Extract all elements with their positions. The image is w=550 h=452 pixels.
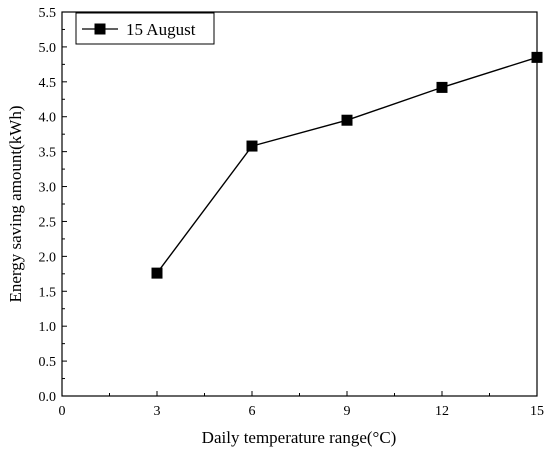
- data-point: [246, 140, 258, 152]
- y-tick-label: 2.5: [39, 215, 57, 230]
- x-tick-label: 15: [530, 404, 544, 419]
- legend: 15 August: [75, 12, 215, 45]
- ticks-layer: 0.0 0.5 1.0 1.5 2.0 2.5 3.0 3.5 4.0 4.5 5.0 5.5 0 3 6 9…: [39, 6, 545, 419]
- legend-label: 15 August: [126, 20, 196, 39]
- x-tick-label: 6: [249, 404, 256, 419]
- y-tick-label: 5.5: [39, 6, 57, 21]
- y-tick-label: 0.5: [39, 355, 57, 370]
- x-tick-label: 0: [59, 404, 66, 419]
- y-tick-label: 2.0: [39, 250, 57, 265]
- y-axis-title: Energy saving amount(kWh): [6, 105, 25, 302]
- y-tick-label: 3.0: [39, 181, 57, 196]
- x-tick-label: 12: [435, 404, 449, 419]
- y-tick-label: 5.0: [39, 41, 57, 56]
- data-point: [151, 267, 163, 279]
- x-tick-label: 3: [154, 404, 161, 419]
- plot-frame: [61, 11, 538, 397]
- y-tick-label: 4.5: [39, 76, 57, 91]
- x-tick-label: 9: [344, 404, 351, 419]
- y-tick-label: 4.0: [39, 111, 57, 126]
- x-axis-title: Daily temperature range(°C): [202, 428, 397, 447]
- y-tick-label: 1.0: [39, 320, 57, 335]
- data-point: [341, 114, 353, 126]
- legend-marker: [94, 23, 106, 35]
- y-tick-label: 1.5: [39, 285, 57, 300]
- series-layer: [151, 51, 543, 279]
- y-tick-label: 3.5: [39, 146, 57, 161]
- data-point: [436, 81, 448, 93]
- series-line: [156, 56, 538, 274]
- y-tick-label: 0.0: [39, 390, 57, 405]
